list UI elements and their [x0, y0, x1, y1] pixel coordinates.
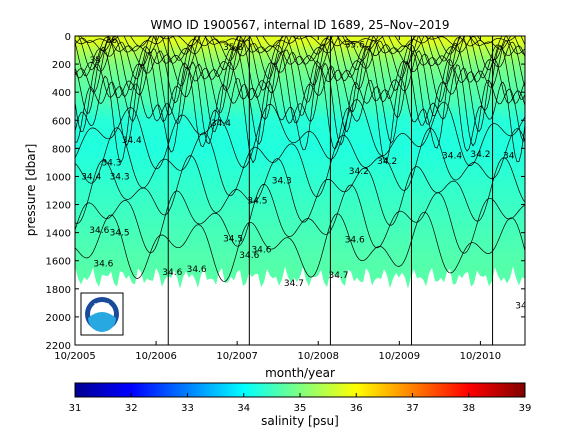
contour-label: 34.5: [110, 229, 130, 239]
contour-label: 34.3: [272, 177, 292, 187]
y-tick-label: 2200: [46, 341, 71, 352]
contour-label: 34.2: [377, 157, 397, 167]
contour-line: [75, 99, 525, 170]
contour-label: 34.6: [89, 226, 109, 236]
noaa-logo-icon: NOAA: [80, 292, 124, 336]
contour-label: 34.5: [247, 196, 267, 206]
contour-label: 34.4: [211, 119, 231, 129]
contour-label: 34.4: [81, 172, 101, 182]
x-tick-label: 10/2008: [297, 351, 339, 362]
contour-label: 34.6: [345, 236, 365, 246]
colorbar-tick-label: 37: [406, 403, 419, 414]
contour-label: 34.6: [251, 245, 271, 255]
contour-label: 35: [90, 56, 101, 66]
y-tick-label: 0: [65, 32, 71, 43]
y-tick-label: 200: [52, 60, 71, 71]
colorbar-tick-label: 32: [125, 403, 138, 414]
chart-title: WMO ID 1900567, internal ID 1689, 25–Nov…: [151, 18, 450, 32]
colorbar-tick-label: 36: [350, 403, 363, 414]
contour-line: [75, 155, 525, 226]
x-tick-label: 10/2009: [379, 351, 421, 362]
y-tick-label: 1400: [46, 229, 71, 240]
y-axis-label: pressure [dbar]: [24, 144, 38, 237]
colorbar-tick-label: 33: [181, 403, 194, 414]
x-tick-label: 10/2006: [135, 351, 177, 362]
contour-line: [75, 36, 525, 92]
contour-label: 34.2: [349, 167, 369, 177]
y-tick-label: 400: [52, 88, 71, 99]
plot-area: 34.634.6 34.634.634.634.734.734.634.434.3…: [46, 32, 527, 362]
contour-label: 34.6: [187, 265, 207, 275]
colorbar-label: salinity [psu]: [261, 414, 339, 428]
contour-label: 34: [503, 151, 515, 161]
contour-line: [79, 36, 517, 48]
x-tick-label: 10/2005: [54, 351, 96, 362]
profile-markers: [167, 36, 494, 345]
x-axis-label: month/year: [265, 366, 335, 380]
plot-frame: [74, 35, 526, 346]
contour-label: 34.4: [442, 151, 462, 161]
colorbar-ticks: 31 32 33 34 35 36 37 38 39: [69, 393, 532, 414]
contour-label: 34.7: [328, 271, 348, 281]
y-tick-label: 2000: [46, 313, 71, 324]
contour-line: [75, 184, 525, 254]
contour-label: 34.6: [93, 260, 113, 270]
contour-line: [77, 36, 525, 71]
contour-label: 35.6: [345, 40, 365, 50]
y-axis: 0 200 400 600 800 1000 1200 1400 1600 1800 2000 220…: [46, 32, 525, 352]
contour-line: [75, 36, 525, 55]
contour-label: 34.4: [122, 136, 142, 146]
contour-label: 34.6: [162, 268, 182, 278]
contour-line: [75, 211, 525, 282]
colorbar: 31 32 33 34 35 36 37 38 39 salinity [psu]: [69, 382, 532, 428]
x-tick-label: 10/2007: [216, 351, 258, 362]
contour-label: 35.8: [223, 43, 243, 53]
contour-lines: [75, 36, 525, 282]
contour-label: 34.2: [470, 150, 490, 160]
contour-label: 34.7: [284, 279, 304, 289]
contour-label: 34.3: [101, 158, 121, 168]
contour-line: [75, 36, 525, 80]
contour-label: 34.6: [239, 251, 259, 261]
y-tick-label: 1200: [46, 201, 71, 212]
colorbar-tick-label: 34: [237, 403, 250, 414]
contour-line: [75, 127, 525, 198]
contour-label: 34: [515, 302, 527, 312]
contour-label: 34.5: [223, 234, 243, 244]
contour-labels: 34.634.6 34.634.634.634.734.734.634.434.3…: [81, 36, 527, 312]
y-tick-label: 1800: [46, 285, 71, 296]
y-tick-label: 1600: [46, 257, 71, 268]
contour-line: [75, 51, 525, 133]
contour-line: [75, 66, 525, 164]
y-tick-label: 800: [52, 144, 71, 155]
y-tick-label: 1000: [46, 172, 71, 183]
salinity-field: [75, 36, 525, 289]
colorbar-tick-label: 35: [294, 403, 307, 414]
contour-line: [75, 38, 525, 104]
x-tick-label: 10/2010: [460, 351, 502, 362]
colorbar-tick-label: 39: [519, 403, 532, 414]
colorbar-tick-label: 31: [69, 403, 82, 414]
colorbar-tick-label: 38: [462, 403, 475, 414]
logo-text: NOAA: [94, 303, 110, 309]
contour-label: 34.3: [110, 172, 130, 182]
x-axis: 10/2005 10/2006 10/2007 10/2008 10/2009 10/20…: [54, 36, 501, 362]
contour-line: [75, 60, 525, 147]
y-tick-label: 600: [52, 116, 71, 127]
contour-label: 36: [106, 36, 118, 46]
